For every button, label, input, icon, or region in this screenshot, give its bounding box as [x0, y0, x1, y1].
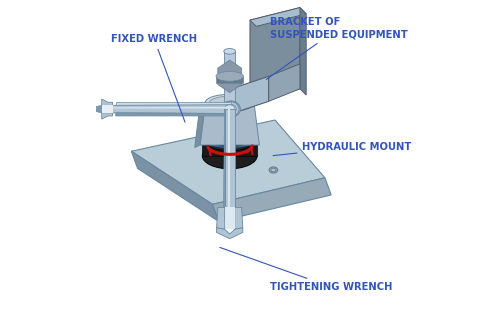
- Polygon shape: [224, 208, 234, 229]
- Polygon shape: [224, 109, 234, 208]
- Ellipse shape: [271, 168, 276, 172]
- Polygon shape: [116, 113, 232, 116]
- Polygon shape: [112, 105, 233, 113]
- Polygon shape: [132, 120, 325, 204]
- Polygon shape: [200, 103, 260, 145]
- Polygon shape: [102, 113, 112, 119]
- Ellipse shape: [269, 167, 278, 173]
- Ellipse shape: [224, 105, 235, 113]
- Ellipse shape: [210, 96, 250, 110]
- Ellipse shape: [226, 105, 236, 113]
- Polygon shape: [250, 8, 306, 26]
- Polygon shape: [194, 103, 205, 147]
- Text: BRACKET OF
SUSPENDED EQUIPMENT: BRACKET OF SUSPENDED EQUIPMENT: [266, 17, 408, 79]
- Polygon shape: [102, 105, 112, 113]
- Polygon shape: [232, 76, 268, 114]
- Ellipse shape: [202, 143, 257, 169]
- Text: FIXED WRENCH: FIXED WRENCH: [111, 34, 197, 122]
- Ellipse shape: [202, 125, 257, 151]
- Polygon shape: [218, 60, 242, 93]
- Polygon shape: [202, 138, 257, 156]
- Polygon shape: [212, 178, 331, 221]
- Polygon shape: [216, 208, 224, 229]
- Ellipse shape: [220, 101, 239, 117]
- Polygon shape: [216, 76, 244, 83]
- Text: HYDRAULIC MOUNT: HYDRAULIC MOUNT: [273, 141, 412, 156]
- Ellipse shape: [224, 111, 235, 117]
- Polygon shape: [102, 99, 112, 105]
- Ellipse shape: [216, 72, 244, 81]
- Polygon shape: [224, 51, 235, 114]
- Ellipse shape: [205, 94, 254, 112]
- Polygon shape: [300, 8, 306, 95]
- Polygon shape: [112, 107, 233, 108]
- Polygon shape: [116, 102, 232, 106]
- Polygon shape: [268, 64, 300, 101]
- Text: TIGHTENING WRENCH: TIGHTENING WRENCH: [220, 247, 392, 292]
- Polygon shape: [234, 208, 243, 229]
- Ellipse shape: [222, 101, 240, 117]
- Polygon shape: [228, 109, 230, 208]
- Ellipse shape: [224, 49, 235, 54]
- Polygon shape: [132, 151, 219, 221]
- Polygon shape: [96, 105, 102, 113]
- Polygon shape: [216, 228, 243, 239]
- Polygon shape: [250, 8, 300, 101]
